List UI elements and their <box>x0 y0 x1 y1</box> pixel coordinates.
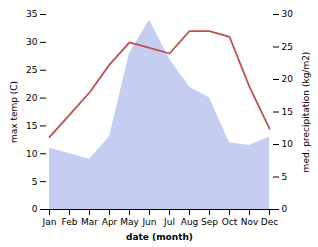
svg-text:15: 15 <box>26 121 37 131</box>
svg-text:Jul: Jul <box>163 217 175 227</box>
svg-text:Feb: Feb <box>62 217 78 227</box>
svg-text:25: 25 <box>26 65 37 75</box>
svg-text:max temp (C): max temp (C) <box>9 81 19 143</box>
svg-text:Mar: Mar <box>81 217 98 227</box>
svg-text:Dec: Dec <box>261 217 278 227</box>
svg-text:20: 20 <box>282 74 294 84</box>
svg-text:5: 5 <box>32 177 38 187</box>
svg-text:Aug: Aug <box>181 217 199 227</box>
svg-text:25: 25 <box>282 42 293 52</box>
svg-text:35: 35 <box>26 9 37 19</box>
svg-text:May: May <box>120 217 139 227</box>
svg-text:med. precipitation (kg/m2): med. precipitation (kg/m2) <box>301 52 311 173</box>
svg-text:Jan: Jan <box>42 217 57 227</box>
svg-text:15: 15 <box>282 107 293 117</box>
svg-text:date (month): date (month) <box>126 232 193 242</box>
svg-text:0: 0 <box>32 204 38 214</box>
svg-text:Sep: Sep <box>201 217 218 227</box>
svg-text:30: 30 <box>282 9 294 19</box>
svg-text:Apr: Apr <box>102 217 118 227</box>
svg-text:Oct: Oct <box>222 217 238 227</box>
svg-text:Nov: Nov <box>241 217 259 227</box>
svg-text:0: 0 <box>282 204 288 214</box>
svg-text:5: 5 <box>282 172 288 182</box>
svg-text:10: 10 <box>26 149 38 159</box>
svg-text:10: 10 <box>282 139 294 149</box>
svg-text:20: 20 <box>26 93 38 103</box>
svg-text:30: 30 <box>26 37 38 47</box>
svg-text:Jun: Jun <box>141 217 156 227</box>
